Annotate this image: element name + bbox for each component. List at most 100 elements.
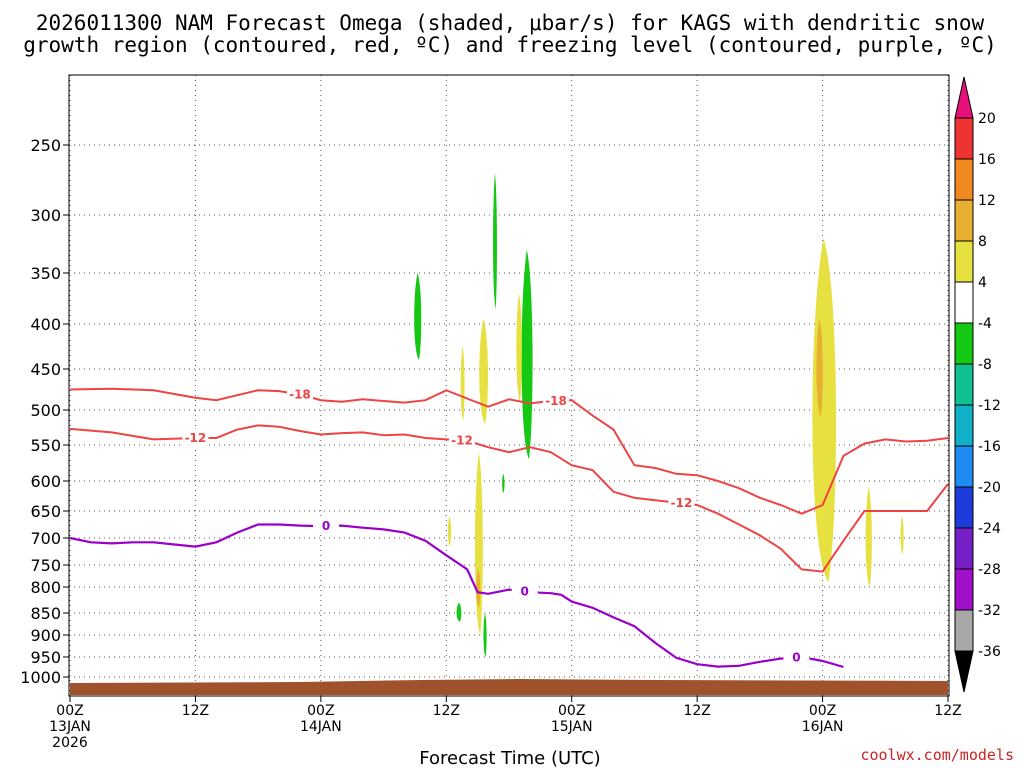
omega-region — [456, 602, 462, 622]
contour-line--18 — [69, 387, 949, 515]
y-tick-label: 700 — [30, 529, 61, 548]
colorbar: 20 16 12 8 4 -4 -8 -12 -16 -20 -24 -28 -32 -36 — [954, 76, 1001, 693]
colorbar-label: -28 — [978, 562, 1001, 578]
colorbar-segment — [954, 199, 974, 242]
contour-label-bg — [511, 583, 538, 600]
y-tick-label: 400 — [30, 315, 61, 334]
contour-label: -12 — [185, 431, 207, 445]
chart-title-line1: 2026011300 NAM Forecast Omega (shaded, μ… — [36, 11, 985, 35]
x-tick-label: 2026 — [52, 735, 88, 751]
contour-label: -12 — [671, 496, 693, 510]
omega-region — [493, 173, 497, 309]
omega-region — [414, 273, 422, 360]
omega-region — [479, 318, 488, 424]
x-tick-label: 13JAN — [49, 719, 91, 735]
y-tick-label: 650 — [30, 502, 61, 521]
colorbar-segment — [954, 322, 974, 365]
contour-label: 0 — [792, 650, 800, 664]
y-tick-label: 350 — [30, 264, 61, 283]
omega-region — [812, 238, 837, 583]
contour-labels: -18 -18 -12 -12 -12 0 0 0 — [182, 386, 810, 666]
colorbar-segment — [954, 240, 974, 283]
omega-region — [521, 249, 533, 460]
y-tick-label: 950 — [30, 648, 61, 667]
x-axis-title: Forecast Time (UTC) — [419, 748, 600, 768]
y-tick-label: 800 — [30, 578, 61, 597]
y-tick-label: 550 — [30, 436, 61, 455]
plot-area — [69, 75, 949, 696]
colorbar-label: -8 — [978, 357, 992, 373]
contour-lines — [69, 387, 949, 669]
y-tick-label: 500 — [30, 401, 61, 420]
colorbar-label: -16 — [978, 439, 1001, 455]
colorbar-label: 8 — [978, 234, 987, 250]
colorbar-segment — [954, 363, 974, 406]
contour-line--12 — [69, 424, 949, 573]
x-tick-label: 14JAN — [300, 719, 342, 735]
colorbar-label: 16 — [978, 152, 996, 168]
colorbar-label: -20 — [978, 480, 1001, 496]
x-tick-label: 12Z — [683, 703, 710, 719]
colorbar-segment — [954, 281, 974, 324]
x-tick-label: 16JAN — [802, 719, 844, 735]
colorbar-label: -24 — [978, 521, 1001, 537]
contour-label: -18 — [289, 387, 311, 401]
omega-region — [900, 516, 904, 555]
colorbar-segment — [954, 158, 974, 201]
contour-label: -12 — [451, 433, 473, 447]
colorbar-label: -32 — [978, 603, 1001, 619]
colorbar-triangle-bottom — [954, 650, 974, 693]
contour-label-bg — [668, 495, 695, 512]
y-tick-label: 600 — [30, 472, 61, 491]
plot-frame — [68, 74, 950, 697]
omega-region — [816, 318, 823, 417]
contour-label-bg — [448, 432, 475, 449]
contour-label: -18 — [545, 394, 567, 408]
omega-region — [516, 293, 522, 402]
contour-label-bg — [783, 649, 810, 666]
omega-region — [502, 473, 505, 493]
x-tick-label: 12Z — [433, 703, 460, 719]
chart-title-line2: growth region (contoured, red, ºC) and f… — [23, 33, 997, 57]
omega-region — [476, 569, 481, 608]
colorbar-label: -12 — [978, 398, 1001, 414]
colorbar-label: -36 — [978, 644, 1001, 660]
omega-region — [460, 346, 465, 421]
omega-region — [447, 516, 452, 547]
contour-label: 0 — [322, 519, 330, 533]
colorbar-label: 12 — [978, 193, 996, 209]
y-tick-label: 750 — [30, 556, 61, 575]
x-tick-label: 12Z — [934, 703, 961, 719]
contour-label-bg — [543, 392, 570, 409]
contour-label-bg — [286, 386, 313, 403]
colorbar-label: -4 — [978, 316, 992, 332]
colorbar-segment — [954, 486, 974, 529]
y-axis: 250 300 350 400 450 500 550 600 650 700 750 800 850 9… — [20, 136, 69, 687]
y-tick-label: 450 — [30, 360, 61, 379]
contour-line-0 — [69, 523, 844, 669]
colorbar-segment — [954, 117, 974, 160]
credit-text: coolwx.com/models — [860, 746, 1014, 764]
contour-label-bg — [182, 430, 209, 446]
contour-label: 0 — [520, 585, 528, 599]
y-tick-label: 850 — [30, 604, 61, 623]
ground-fill — [70, 679, 948, 695]
ground-layer — [70, 679, 948, 695]
x-tick-label: 00Z — [809, 703, 836, 719]
colorbar-triangle-top — [954, 76, 974, 119]
grid-lines — [69, 75, 949, 696]
contour-label-bg — [313, 517, 340, 534]
x-tick-label: 15JAN — [551, 719, 593, 735]
colorbar-label: 4 — [978, 275, 987, 291]
y-tick-label: 900 — [30, 626, 61, 645]
x-tick-label: 12Z — [182, 703, 209, 719]
y-tick-label: 300 — [30, 206, 61, 225]
colorbar-label: 20 — [978, 111, 996, 127]
omega-region — [483, 613, 487, 657]
x-tick-label: 00Z — [558, 703, 585, 719]
x-tick-label: 00Z — [307, 703, 334, 719]
colorbar-segment — [954, 568, 974, 611]
colorbar-segment — [954, 445, 974, 488]
